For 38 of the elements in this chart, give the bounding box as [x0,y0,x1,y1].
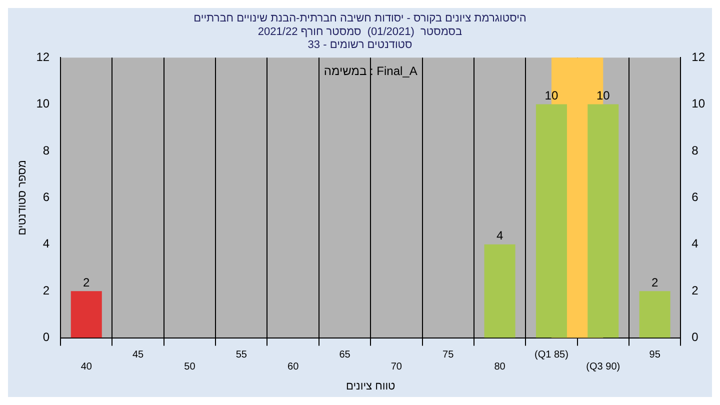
x-tick-label: 70 [390,362,402,373]
x-tick-label: 45 [132,350,144,361]
y2-tick-label: 6 [692,190,699,204]
data-label: 10 [544,88,558,103]
data-label: 10 [596,88,610,103]
y-tick-label: 4 [42,236,50,251]
bar [484,244,516,338]
y2-tick-label: 0 [692,330,699,344]
x-tick-label: 75 [442,350,454,361]
x-tick-label: 60 [288,362,300,373]
x-tick-label: (Q1 85) [534,350,568,361]
x-tick-label: 80 [494,362,506,373]
x-tick-label: 95 [649,350,661,361]
x-tick-label: (Q3 90) [586,362,620,373]
data-label: 4 [496,228,504,243]
x-axis-title: טווח ציונים [346,380,396,392]
y-tick-label: 2 [42,283,50,298]
y-axis-title: מספר סטודנטים [16,160,29,236]
y2-tick-label: 12 [692,50,706,64]
x-tick-label: 65 [339,350,351,361]
bar [639,291,670,338]
x-tick-label: 40 [80,362,92,373]
x-tick-label: 55 [236,350,248,361]
y-tick-label: 10 [36,96,50,111]
annotation: במשימה : Final_A [324,64,418,78]
data-label: 2 [651,275,658,290]
y-tick-label: 12 [36,50,50,64]
y2-tick-label: 2 [692,283,699,298]
data-label: 2 [83,275,90,290]
y-tick-label: 8 [42,143,50,158]
y2-tick-label: 10 [692,96,706,111]
y-tick-label: 0 [42,330,50,344]
chart-title: היסטוגרמת ציונים בקורס - יסודות חשיבה חברתית-הבנת שינויים חברתיים בסמסטר (01/2021) סמסטר חורף 2021/22 סטודנטים רשומים - 33 [194,12,526,52]
y2-tick-label: 8 [692,143,699,158]
bar [70,291,102,338]
y2-tick-label: 4 [692,236,699,251]
x-tick-label: 50 [184,362,196,373]
y-tick-label: 6 [42,190,50,204]
